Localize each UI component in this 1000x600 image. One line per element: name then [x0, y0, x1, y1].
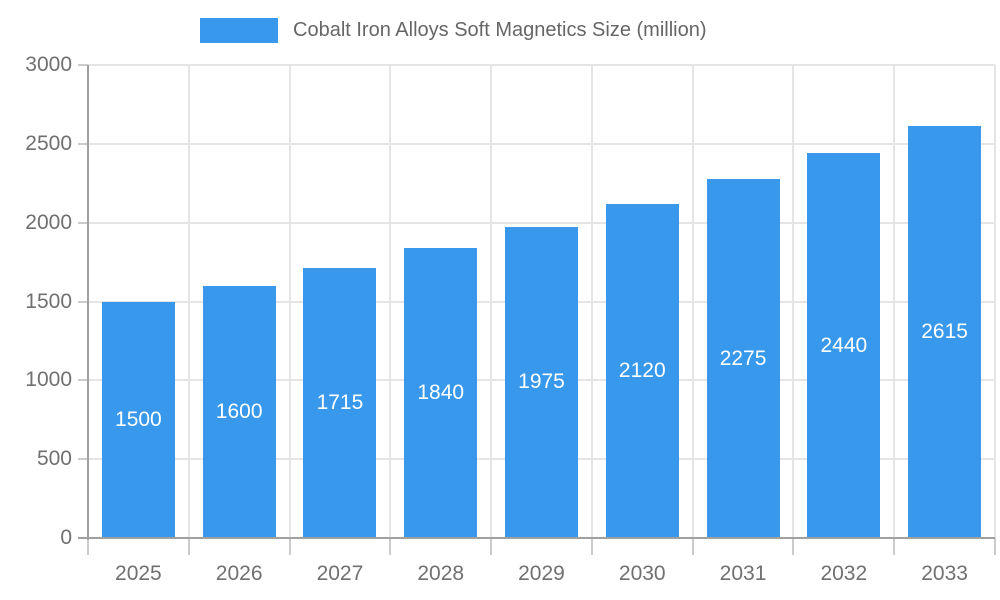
bar-2025[interactable]: [101, 301, 175, 538]
bar-value-2032: 2440: [820, 333, 868, 357]
x-axis-label-2030: 2030: [618, 562, 666, 585]
bar-value-2027: 1715: [316, 390, 364, 414]
h-gridline: [88, 64, 995, 66]
h-gridline: [88, 142, 995, 145]
v-gridline: [792, 65, 795, 538]
x-axis-label-2027: 2027: [316, 562, 364, 585]
x-axis-tick: [288, 538, 291, 555]
bar-value-2029: 1975: [518, 370, 565, 394]
bar-value-2028: 1840: [417, 380, 465, 404]
v-gridline: [893, 65, 896, 538]
y-axis-tick: [78, 142, 88, 145]
x-axis-label-2031: 2031: [719, 562, 767, 585]
x-axis-line: [78, 537, 995, 539]
x-axis-tick: [590, 538, 593, 555]
x-axis-tick: [87, 538, 89, 555]
x-axis-tick: [994, 538, 996, 555]
bar-value-2031: 2275: [719, 346, 767, 370]
y-axis-label-500: 500: [36, 447, 72, 471]
y-axis-tick: [78, 221, 88, 224]
x-axis-label-2026: 2026: [215, 562, 263, 585]
legend[interactable]: Cobalt Iron Alloys Soft Magnetics Size (…: [200, 17, 707, 43]
x-axis-label-2033: 2033: [921, 562, 968, 585]
v-gridline: [994, 65, 996, 538]
x-axis-tick: [691, 538, 694, 555]
y-axis-tick: [78, 300, 88, 303]
bar-2028[interactable]: [404, 247, 478, 538]
y-axis-label-1500: 1500: [25, 289, 72, 313]
v-gridline: [691, 65, 694, 538]
x-axis-tick: [187, 538, 190, 555]
legend-label: Cobalt Iron Alloys Soft Magnetics Size (…: [293, 18, 707, 41]
x-axis-label-2028: 2028: [417, 562, 465, 585]
bar-2027[interactable]: [303, 267, 377, 538]
bar-value-2030: 2120: [618, 358, 666, 382]
bar-2030[interactable]: [605, 203, 679, 538]
y-axis-label-2000: 2000: [25, 210, 72, 234]
v-gridline: [389, 65, 392, 538]
y-axis-line: [87, 65, 89, 540]
v-gridline: [187, 65, 190, 538]
bar-value-2026: 1600: [215, 399, 263, 423]
bar-2033[interactable]: [908, 125, 982, 538]
x-axis-tick: [389, 538, 392, 555]
h-gridline: [88, 221, 995, 224]
v-gridline: [288, 65, 291, 538]
y-axis-tick: [78, 379, 88, 382]
x-axis-tick: [792, 538, 795, 555]
bar-value-2025: 1500: [115, 407, 162, 431]
bar-2029[interactable]: [505, 226, 578, 538]
x-axis-label-2025: 2025: [115, 562, 162, 585]
x-axis-label-2029: 2029: [518, 562, 565, 585]
v-gridline: [590, 65, 593, 538]
x-axis-tick: [893, 538, 896, 555]
y-axis-label-3000: 3000: [25, 53, 72, 76]
x-axis-label-2032: 2032: [820, 562, 868, 585]
x-axis-tick: [490, 538, 493, 555]
y-axis-label-0: 0: [60, 526, 72, 549]
y-axis-label-1000: 1000: [25, 368, 72, 392]
bar-2032[interactable]: [807, 153, 881, 538]
y-axis-label-2500: 2500: [25, 131, 72, 155]
legend-swatch: [200, 17, 278, 43]
y-axis-tick: [78, 458, 88, 461]
bar-value-2033: 2615: [921, 319, 968, 343]
v-gridline: [490, 65, 493, 538]
bar-2031[interactable]: [706, 179, 780, 538]
y-axis-tick: [78, 64, 88, 66]
bar-2026[interactable]: [202, 285, 276, 538]
